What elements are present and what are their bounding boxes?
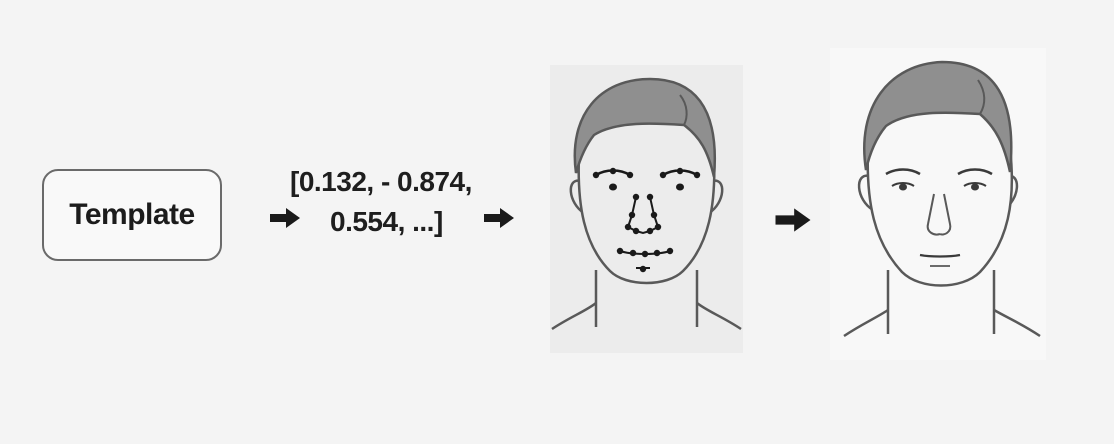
template-label: Template <box>69 198 195 231</box>
feature-vector-line-2: 0.554, ...] <box>330 206 443 237</box>
face-with-landmarks <box>550 65 743 353</box>
feature-vector: [0.132, - 0.874, 0.554, ...] <box>290 162 495 242</box>
feature-vector-line-1: [0.132, - 0.874, <box>290 166 472 197</box>
arrow-right-icon <box>775 208 811 232</box>
template-box: Template <box>42 169 222 261</box>
arrow-right-icon <box>270 208 300 228</box>
arrow-right-icon <box>484 208 514 228</box>
reconstructed-face <box>830 48 1046 360</box>
